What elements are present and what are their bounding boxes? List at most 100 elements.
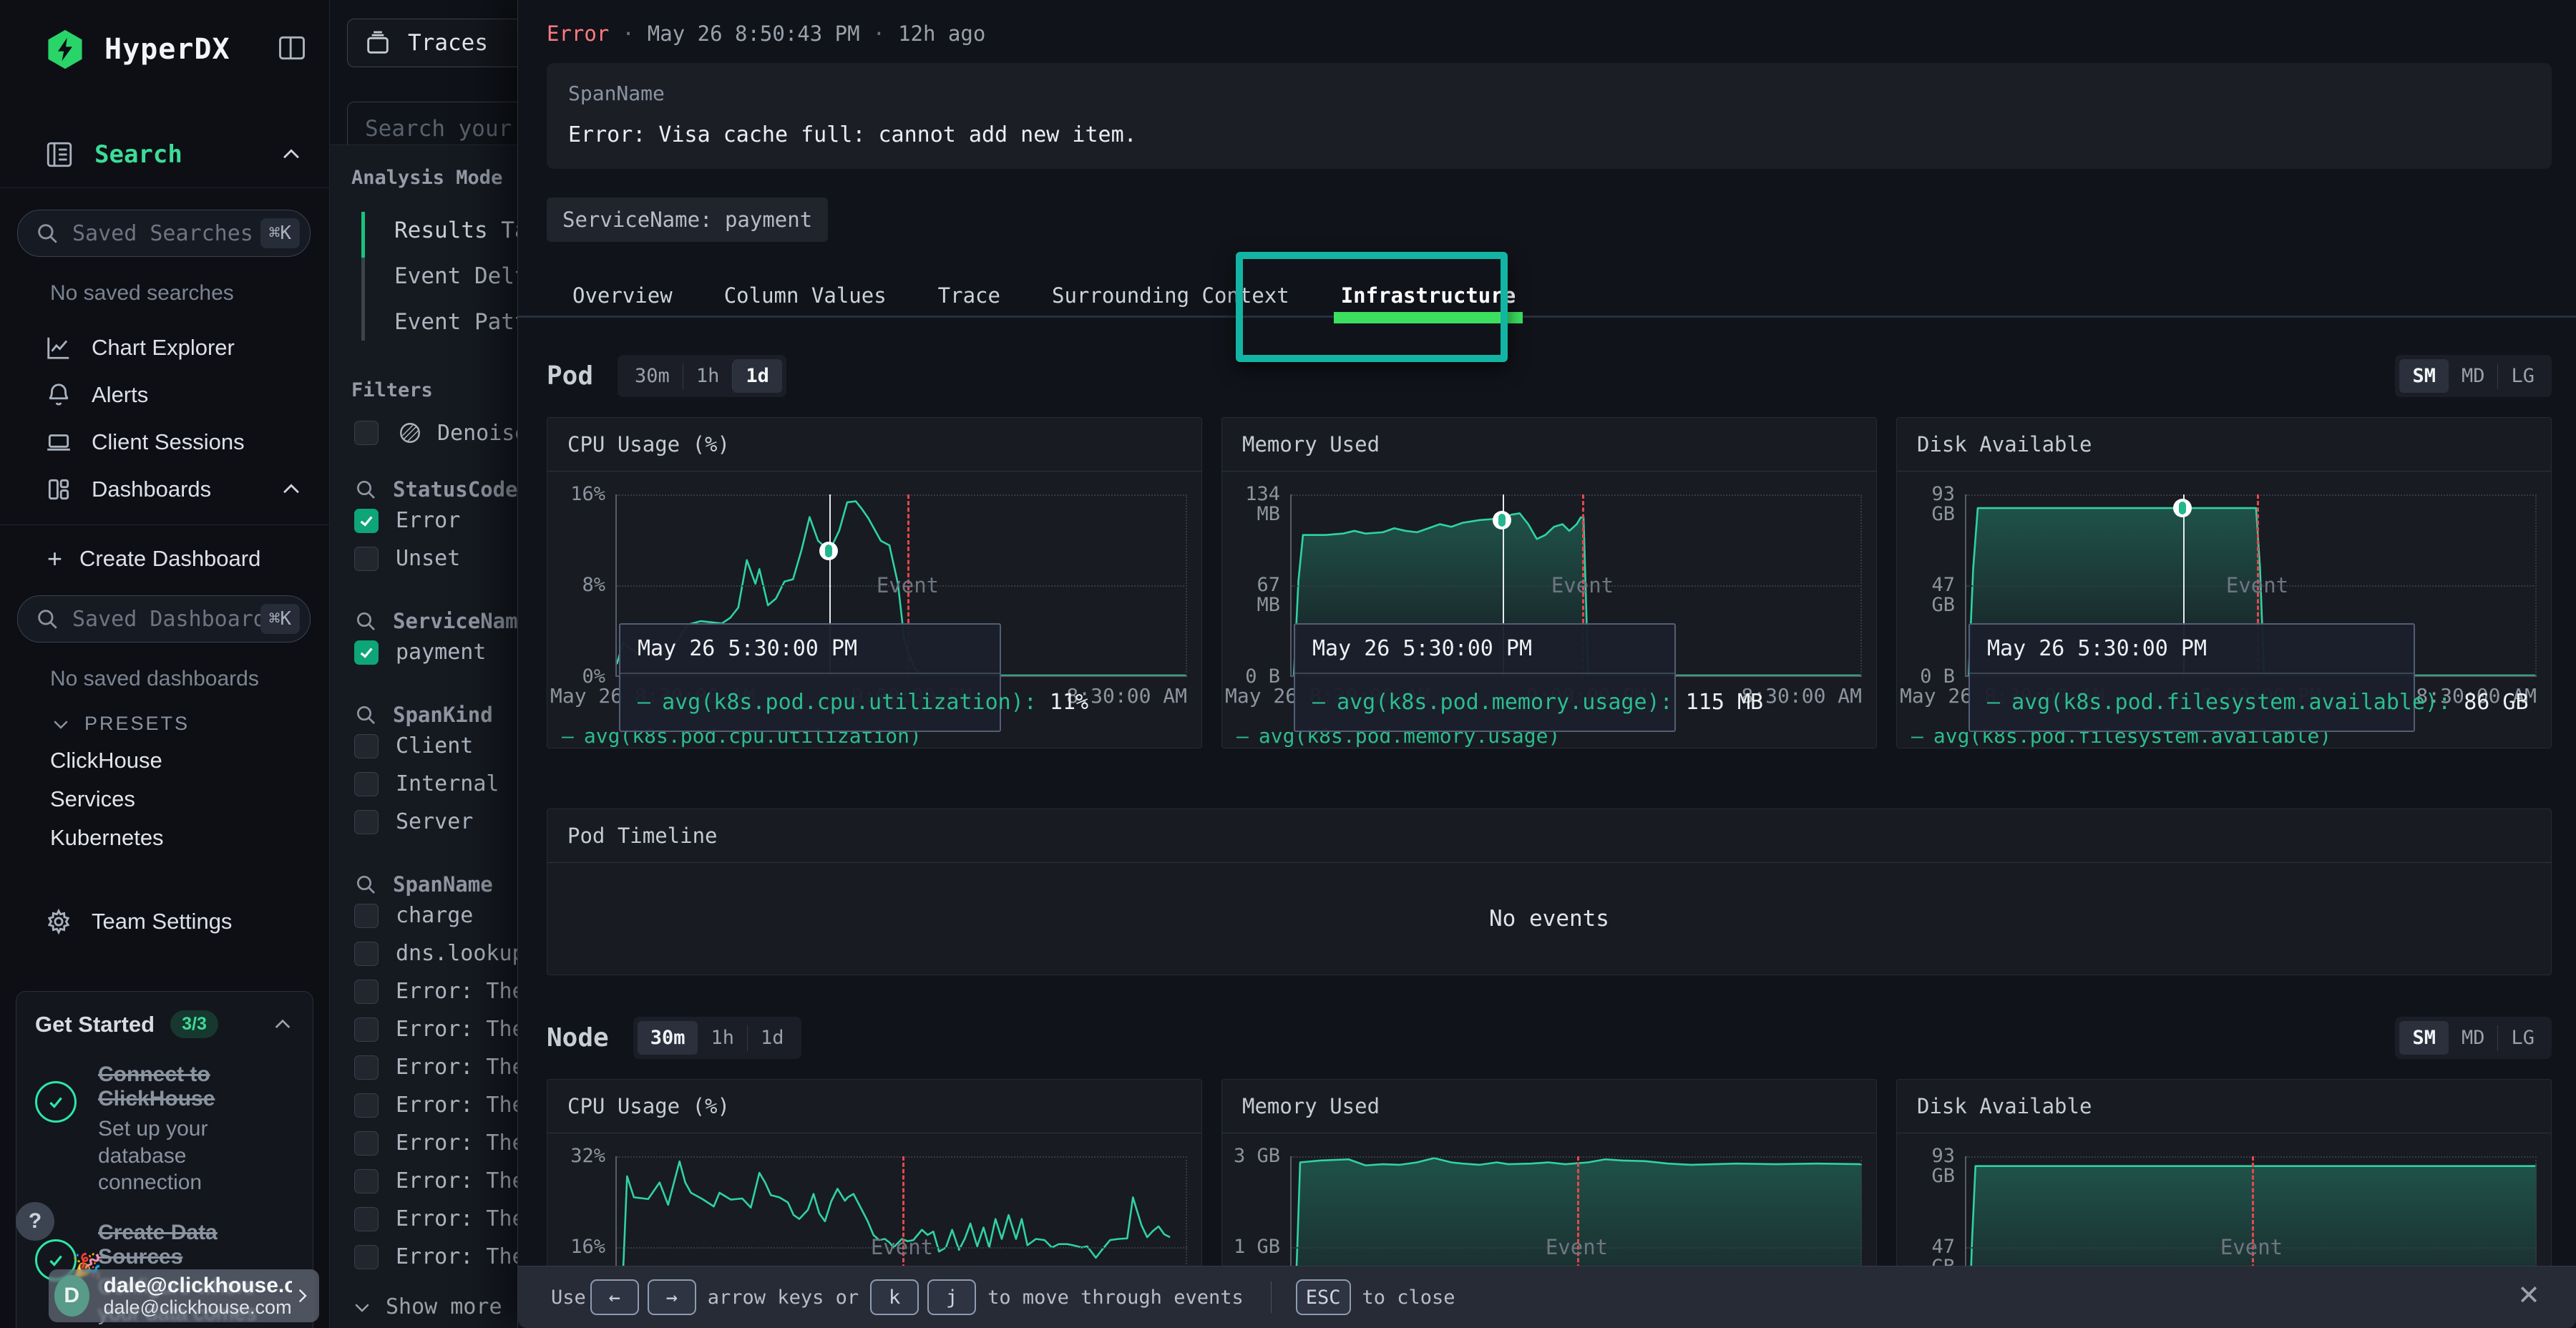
checkbox[interactable]: [354, 771, 379, 796]
checkbox[interactable]: [354, 1093, 379, 1118]
range-30m[interactable]: 30m: [637, 1021, 698, 1055]
search-icon[interactable]: [354, 610, 377, 633]
show-more-button[interactable]: Show more: [330, 1276, 774, 1319]
y-tick: 93 GB: [1931, 1145, 1955, 1188]
sidebar-item-team-settings[interactable]: Team Settings: [0, 898, 329, 945]
saved-searches-input[interactable]: Saved Searches ⌘K: [17, 210, 311, 257]
arrow-right-key[interactable]: →: [647, 1279, 696, 1315]
size-sm[interactable]: SM: [2399, 359, 2449, 393]
sidebar-item-dashboards[interactable]: Dashboards: [0, 466, 329, 513]
size-lg[interactable]: LG: [2511, 365, 2534, 387]
range-1d[interactable]: 1d: [733, 359, 782, 393]
checkbox-checked[interactable]: [354, 640, 379, 665]
filter-option[interactable]: payment: [330, 633, 774, 671]
range-1h[interactable]: 1h: [711, 1027, 734, 1049]
filters-label: Filters: [351, 379, 433, 401]
user-subtitle: dale@clickhouse.com's: [103, 1296, 292, 1318]
pod-charts-row: CPU Usage (%) 16% 8% 0% Event May 26 5:3…: [518, 417, 2576, 748]
checkbox[interactable]: [354, 1131, 379, 1156]
checkbox[interactable]: [354, 941, 379, 966]
checkbox[interactable]: [354, 1168, 379, 1193]
search-icon: [38, 610, 57, 629]
node-section-header: Node 30m 1h 1d SM MD LG: [518, 1017, 2576, 1059]
j-key[interactable]: j: [927, 1279, 977, 1315]
filter-option[interactable]: Internal: [330, 765, 774, 803]
size-md[interactable]: MD: [2461, 1027, 2485, 1049]
chevron-up-icon[interactable]: [279, 142, 303, 167]
hover-point-marker: [819, 542, 839, 561]
size-lg[interactable]: LG: [2511, 1027, 2534, 1049]
pod-size-toggle: SM MD LG: [2395, 355, 2552, 397]
event-marker-line: [2251, 1156, 2254, 1316]
checkbox[interactable]: [354, 1244, 379, 1269]
y-tick: 67 MB: [1257, 574, 1280, 617]
esc-key[interactable]: ESC: [1295, 1279, 1351, 1315]
search-icon[interactable]: [354, 478, 377, 501]
chevron-up-icon[interactable]: [271, 1013, 294, 1036]
sidebar-item-kubernetes[interactable]: Kubernetes: [50, 825, 164, 850]
plus-icon: +: [47, 544, 63, 573]
tab-surrounding-context[interactable]: Surrounding Context: [1051, 283, 1289, 308]
sidebar-collapse-icon[interactable]: [276, 32, 308, 67]
k-key[interactable]: k: [870, 1279, 919, 1315]
crosshair-line: [1502, 494, 1504, 675]
filter-option[interactable]: dns.lookup: [330, 934, 774, 972]
checkbox[interactable]: [354, 903, 379, 928]
create-dashboard-button[interactable]: + Create Dashboard: [0, 525, 329, 574]
sidebar-item-client-sessions[interactable]: Client Sessions: [0, 419, 329, 466]
hint-text: Use: [551, 1286, 586, 1309]
avatar: D: [54, 1275, 89, 1317]
chevron-up-icon[interactable]: [279, 477, 303, 502]
range-1h[interactable]: 1h: [696, 365, 720, 387]
size-sm[interactable]: SM: [2399, 1021, 2449, 1055]
get-started-step[interactable]: Connect to ClickHouse Set up your databa…: [35, 1063, 294, 1196]
user-menu[interactable]: D dale@clickhouse.com dale@clickhouse.co…: [49, 1269, 319, 1322]
chart-tooltip: May 26 5:30:00 PM — avg(k8s.pod.memory.us…: [1294, 623, 1763, 732]
sidebar-item-search[interactable]: Search: [0, 133, 329, 176]
checkbox[interactable]: [354, 809, 379, 834]
y-tick: 16%: [570, 1236, 605, 1258]
help-button[interactable]: ?: [16, 1202, 54, 1241]
arrow-left-key[interactable]: ←: [590, 1279, 639, 1315]
checkbox[interactable]: [354, 733, 379, 758]
event-header: Error · May 26 8:50:43 PM · 12h ago: [547, 21, 986, 46]
service-name-tag[interactable]: ServiceName: payment: [547, 197, 829, 242]
filter-option[interactable]: charge: [330, 897, 774, 934]
checkbox[interactable]: [354, 546, 379, 571]
filter-option[interactable]: Error: [330, 502, 774, 540]
chevron-right-icon: [298, 1289, 307, 1303]
pod-memory-chart-card: Memory Used 134 MB 67 MB 0 B Event May 2…: [1221, 417, 1877, 748]
filter-option[interactable]: Unset: [330, 540, 774, 577]
checkbox[interactable]: [354, 1206, 379, 1231]
filter-option[interactable]: Client: [330, 727, 774, 765]
plot-area[interactable]: Event: [615, 1156, 1187, 1316]
pod-timeline-empty: No events: [1489, 906, 1609, 932]
checkbox[interactable]: [354, 1017, 379, 1042]
sidebar-item-chart-explorer[interactable]: Chart Explorer: [0, 324, 329, 371]
checkbox[interactable]: [354, 421, 379, 445]
tab-trace[interactable]: Trace: [937, 283, 1000, 308]
range-1d[interactable]: 1d: [761, 1027, 784, 1049]
size-md[interactable]: MD: [2461, 365, 2485, 387]
tab-infrastructure[interactable]: Infrastructure: [1315, 273, 1541, 323]
tab-overview[interactable]: Overview: [572, 283, 673, 308]
chart-title: CPU Usage (%): [547, 1080, 1201, 1133]
sidebar-item-alerts[interactable]: Alerts: [0, 371, 329, 419]
saved-dashboards-input[interactable]: Saved Dashboards ⌘K: [17, 595, 311, 643]
presets-toggle[interactable]: PRESETS: [0, 691, 329, 735]
archive-icon: [367, 31, 389, 54]
pod-range-toggle: 30m 1h 1d: [618, 355, 786, 397]
tab-column-values[interactable]: Column Values: [723, 283, 887, 308]
range-30m[interactable]: 30m: [635, 365, 670, 387]
pod-section-header: Pod 30m 1h 1d SM MD LG: [518, 355, 2576, 397]
event-detail-panel: Error · May 26 8:50:43 PM · 12h ago Span…: [517, 0, 2576, 1328]
checkbox-checked[interactable]: [354, 508, 379, 533]
sidebar-item-services[interactable]: Services: [50, 786, 135, 811]
sidebar-item-clickhouse[interactable]: ClickHouse: [50, 748, 162, 773]
search-icon[interactable]: [354, 873, 377, 896]
checkbox[interactable]: [354, 979, 379, 1004]
checkbox[interactable]: [354, 1055, 379, 1080]
filter-option[interactable]: Server: [330, 803, 774, 841]
search-icon[interactable]: [354, 703, 377, 726]
close-icon[interactable]: ✕: [2517, 1281, 2540, 1311]
